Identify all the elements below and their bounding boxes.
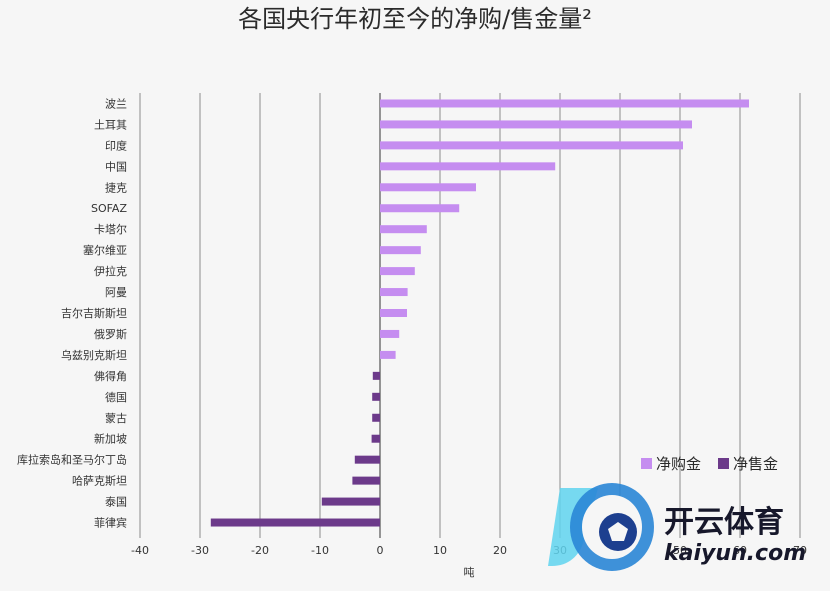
- category-label-2: 印度: [105, 138, 127, 152]
- x-tick-label-1: -30: [191, 544, 209, 557]
- category-label-17: 库拉索岛和圣马尔丁岛: [17, 453, 127, 467]
- x-tick-label-4: 0: [377, 544, 384, 557]
- bar-12: [380, 350, 396, 359]
- bar-0: [380, 99, 749, 108]
- category-label-18: 哈萨克斯坦: [72, 474, 127, 488]
- bar-19: [321, 497, 380, 506]
- legend: 净购金 净售金: [641, 455, 778, 473]
- x-tick-label-11: 70: [793, 544, 807, 557]
- x-tick-label-5: 10: [433, 544, 447, 557]
- watermark-brand: 开云体育: [664, 505, 784, 540]
- bar-6: [380, 225, 427, 234]
- bar-1: [380, 120, 692, 129]
- bar-13: [372, 371, 380, 380]
- bar-11: [380, 329, 400, 338]
- bar-2: [380, 141, 683, 150]
- category-label-9: 阿曼: [105, 286, 127, 299]
- category-label-10: 吉尔吉斯斯坦: [61, 306, 127, 320]
- legend-label-sell: 净售金: [733, 455, 778, 473]
- bar-16: [371, 434, 380, 443]
- bar-20: [210, 518, 380, 527]
- bar-5: [380, 204, 460, 213]
- category-label-11: 俄罗斯: [94, 328, 127, 341]
- bars: [210, 99, 749, 527]
- chart-title: 各国央行年初至今的净购/售金量²: [238, 5, 592, 33]
- x-axis-title: 吨: [464, 566, 475, 579]
- category-label-15: 蒙古: [105, 412, 127, 425]
- watermark-url: kaiyun.com: [664, 541, 806, 566]
- x-tick-label-3: -10: [311, 544, 329, 557]
- x-tick-label-6: 20: [493, 544, 507, 557]
- category-label-6: 卡塔尔: [94, 223, 127, 236]
- x-tick-label-9: 50: [673, 544, 687, 557]
- bar-4: [380, 183, 476, 192]
- category-label-13: 佛得角: [94, 370, 127, 383]
- bar-7: [380, 246, 421, 255]
- bar-3: [380, 162, 556, 171]
- category-label-8: 伊拉克: [94, 264, 127, 278]
- x-tick-label-2: -20: [251, 544, 269, 557]
- kaiyun-logo-icon: [548, 483, 654, 571]
- bar-10: [380, 309, 407, 317]
- watermark: 开云体育 kaiyun.com: [548, 483, 806, 571]
- category-label-7: 塞尔维亚: [83, 243, 127, 257]
- category-label-12: 乌兹别克斯坦: [61, 348, 127, 362]
- bar-9: [380, 288, 408, 297]
- bar-17: [354, 455, 380, 464]
- legend-label-buy: 净购金: [656, 455, 701, 473]
- category-label-3: 中国: [105, 160, 127, 173]
- bar-18: [352, 476, 380, 485]
- category-label-1: 土耳其: [94, 118, 127, 131]
- category-label-16: 新加坡: [94, 432, 127, 446]
- category-label-14: 德国: [105, 390, 127, 404]
- category-label-19: 泰国: [105, 495, 127, 509]
- category-label-5: SOFAZ: [91, 202, 127, 215]
- category-label-0: 波兰: [105, 97, 127, 110]
- bar-15: [372, 413, 380, 422]
- category-label-4: 捷克: [105, 180, 127, 194]
- legend-swatch-sell: [718, 458, 729, 469]
- bar-14: [372, 392, 380, 401]
- x-tick-label-0: -40: [131, 544, 149, 557]
- x-tick-label-10: 60: [733, 544, 747, 557]
- bar-8: [380, 267, 415, 276]
- legend-swatch-buy: [641, 458, 652, 469]
- category-label-20: 菲律宾: [94, 516, 127, 530]
